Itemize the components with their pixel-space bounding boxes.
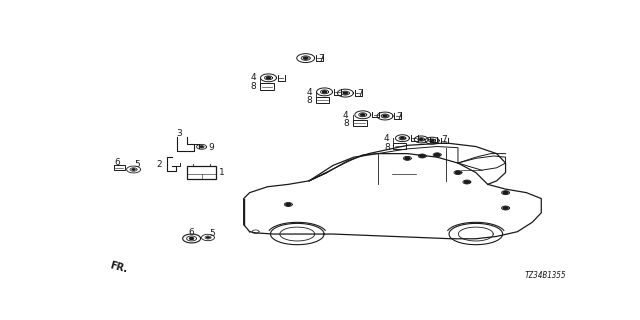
- Circle shape: [503, 191, 508, 194]
- Text: 3: 3: [177, 129, 182, 138]
- Text: 7: 7: [356, 89, 362, 98]
- Text: FR.: FR.: [108, 260, 128, 275]
- Bar: [187, 166, 216, 179]
- Text: 9: 9: [208, 143, 214, 152]
- Text: 4: 4: [384, 134, 390, 143]
- Circle shape: [361, 114, 365, 116]
- Text: 7: 7: [318, 54, 324, 63]
- Text: 5: 5: [134, 160, 140, 169]
- Bar: [394, 143, 406, 149]
- Text: 2: 2: [156, 160, 161, 169]
- Text: 8: 8: [343, 119, 349, 128]
- Circle shape: [266, 77, 271, 79]
- Circle shape: [401, 137, 404, 139]
- Circle shape: [132, 169, 135, 170]
- Text: 8: 8: [384, 143, 390, 152]
- Bar: [353, 120, 367, 126]
- Text: 6: 6: [115, 158, 120, 167]
- Circle shape: [303, 57, 308, 59]
- Text: 8: 8: [251, 82, 257, 91]
- Circle shape: [435, 154, 440, 156]
- Circle shape: [419, 139, 423, 140]
- Text: TZ34B1355: TZ34B1355: [524, 271, 566, 280]
- Circle shape: [456, 171, 460, 174]
- Circle shape: [465, 181, 469, 183]
- Text: 5: 5: [209, 228, 214, 237]
- Circle shape: [431, 140, 434, 141]
- Circle shape: [207, 237, 209, 238]
- Text: 6: 6: [188, 228, 194, 237]
- Bar: [260, 84, 274, 90]
- Circle shape: [420, 155, 425, 157]
- Circle shape: [323, 91, 326, 93]
- Text: 1: 1: [219, 168, 225, 177]
- Circle shape: [344, 92, 348, 94]
- Text: 4: 4: [343, 111, 349, 120]
- Bar: [114, 165, 125, 170]
- Text: 7: 7: [396, 111, 402, 121]
- Circle shape: [189, 237, 193, 239]
- Circle shape: [200, 146, 202, 147]
- Bar: [316, 97, 330, 103]
- Text: 7: 7: [441, 135, 447, 144]
- Text: 4: 4: [306, 88, 312, 97]
- Circle shape: [503, 207, 508, 209]
- Circle shape: [383, 115, 387, 117]
- Circle shape: [405, 157, 410, 160]
- Text: 8: 8: [306, 96, 312, 105]
- Circle shape: [286, 203, 291, 206]
- Text: 4: 4: [251, 73, 256, 82]
